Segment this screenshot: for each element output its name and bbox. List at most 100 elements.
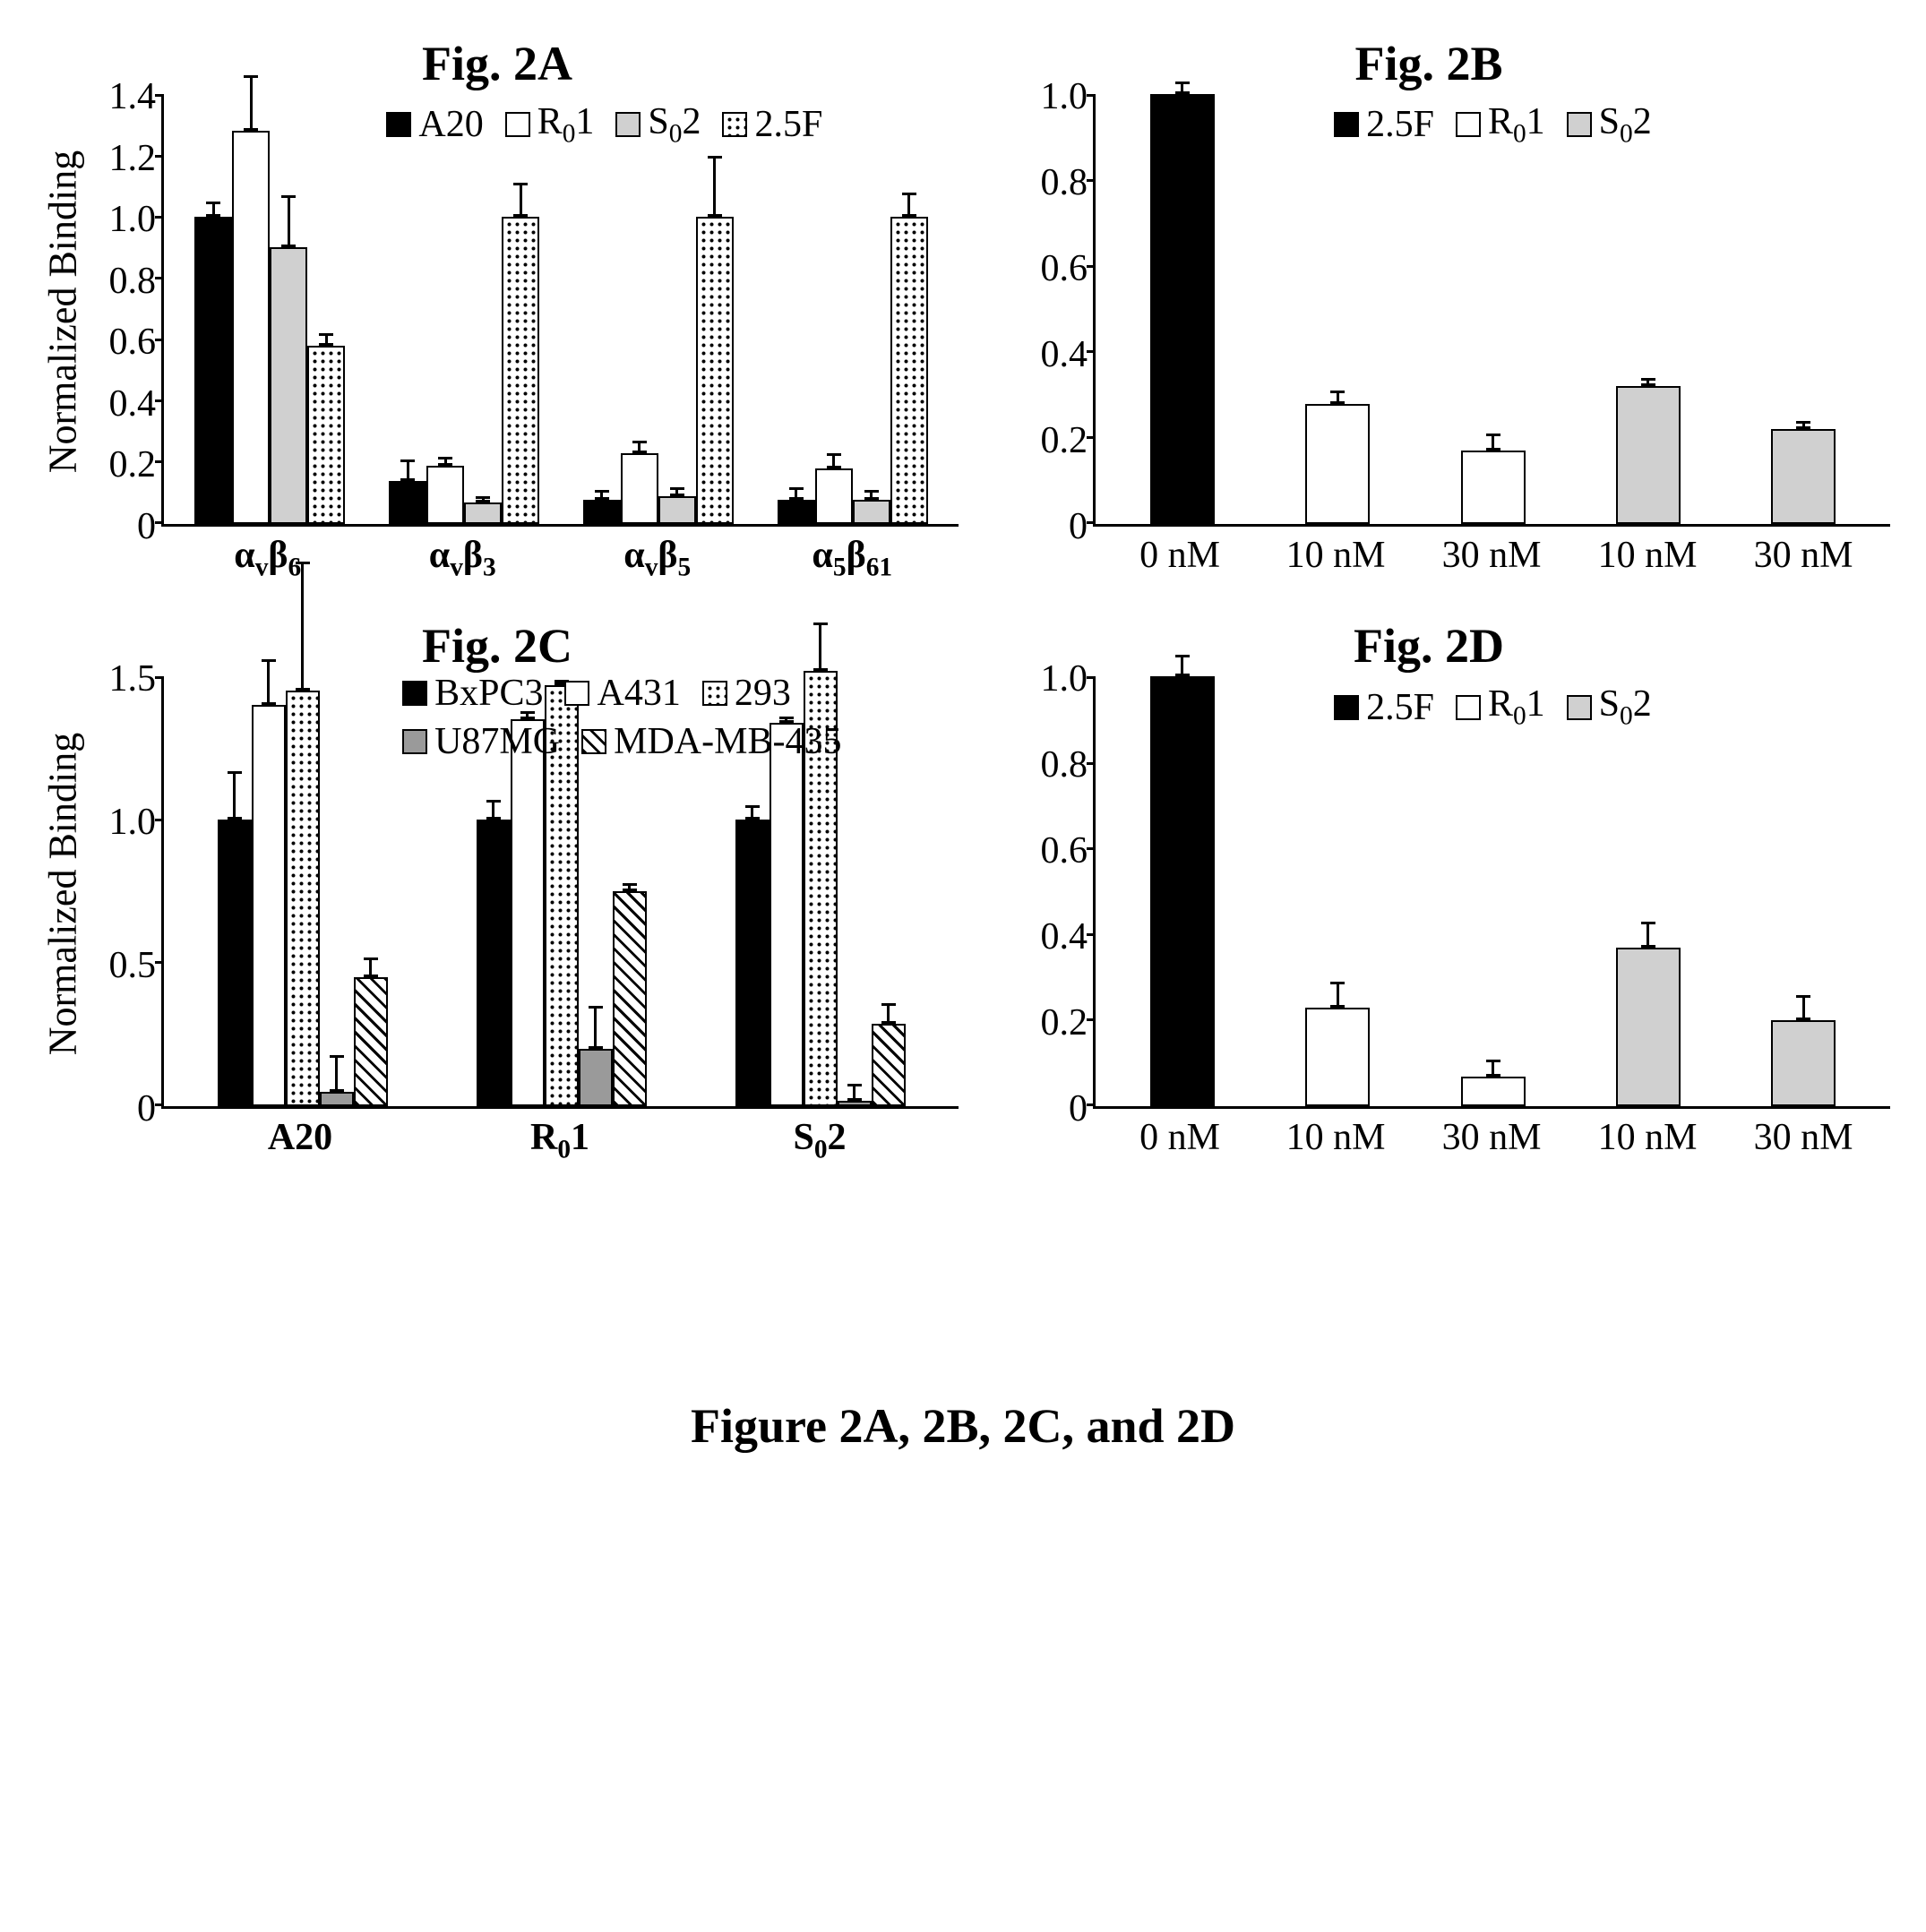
error-bar bbox=[492, 800, 494, 820]
bar bbox=[1461, 1060, 1526, 1107]
bar bbox=[872, 1003, 906, 1106]
error-bar bbox=[907, 193, 910, 217]
legend: BxPC3A431293U87MGMDA-MB-435 bbox=[402, 672, 942, 763]
x-tick-label: 10 nM bbox=[1258, 534, 1414, 577]
bar bbox=[1771, 421, 1836, 524]
y-tick-labels: 1.51.00.50 bbox=[90, 679, 161, 1109]
y-tick-labels: 1.41.21.00.80.60.40.20 bbox=[90, 97, 161, 527]
legend-swatch bbox=[702, 681, 727, 706]
error-bar bbox=[369, 957, 372, 977]
bar-group bbox=[562, 156, 756, 524]
chart-row: 1.00.80.60.40.202.5FR01S02 bbox=[967, 679, 1890, 1109]
bar-rect bbox=[838, 1101, 872, 1106]
error-bar bbox=[288, 195, 290, 247]
bar bbox=[696, 156, 734, 524]
bar-rect bbox=[502, 217, 539, 524]
bar bbox=[621, 441, 658, 524]
bar-rect bbox=[613, 891, 647, 1106]
bar-rect bbox=[1305, 1008, 1370, 1106]
x-tick-label: S02 bbox=[690, 1116, 950, 1164]
legend-label: U87MG bbox=[434, 720, 560, 763]
error-bar bbox=[594, 1006, 597, 1049]
bar-group bbox=[1415, 434, 1570, 524]
legend-swatch bbox=[402, 681, 427, 706]
bar bbox=[815, 453, 853, 524]
bar-rect bbox=[1616, 948, 1681, 1107]
bar-rect bbox=[696, 217, 734, 524]
bar-rect bbox=[270, 247, 307, 524]
bar-rect bbox=[621, 453, 658, 524]
bar-rect bbox=[354, 977, 388, 1106]
bar bbox=[502, 183, 539, 524]
x-tick-label: 0 nM bbox=[1102, 1116, 1258, 1159]
legend-swatch bbox=[1567, 695, 1592, 720]
error-bar bbox=[1802, 995, 1805, 1021]
bar bbox=[838, 1084, 872, 1107]
panel-2c: Fig. 2CNormalized Binding1.51.00.50BxPC3… bbox=[36, 618, 959, 1164]
bar-rect bbox=[778, 500, 815, 524]
error-bar bbox=[1337, 391, 1339, 403]
bar-group bbox=[173, 562, 432, 1106]
x-tick-label: 10 nM bbox=[1569, 1116, 1725, 1159]
x-axis-labels: A20R01S02 bbox=[161, 1109, 959, 1164]
error-bar bbox=[1647, 922, 1649, 948]
error-bar bbox=[1181, 655, 1183, 676]
bar bbox=[232, 75, 270, 524]
bar-rect bbox=[320, 1092, 354, 1106]
legend-item: A431 bbox=[564, 672, 680, 715]
bar bbox=[853, 490, 890, 524]
bar bbox=[1771, 995, 1836, 1107]
bar bbox=[354, 957, 388, 1106]
bar-rect bbox=[252, 705, 286, 1106]
error-bar bbox=[444, 457, 447, 466]
legend-item: S02 bbox=[615, 100, 701, 149]
x-tick-label: 10 nM bbox=[1258, 1116, 1414, 1159]
legend-item: R01 bbox=[505, 100, 595, 149]
legend-item: U87MG bbox=[402, 720, 560, 763]
plot-area: BxPC3A431293U87MGMDA-MB-435 bbox=[161, 679, 959, 1109]
plot-area: A20R01S022.5F bbox=[161, 97, 959, 527]
error-bar bbox=[638, 441, 641, 453]
legend-item: A20 bbox=[386, 100, 483, 149]
bar-rect bbox=[658, 496, 696, 524]
error-bar bbox=[1492, 1060, 1494, 1077]
legend-label: R01 bbox=[1488, 683, 1545, 731]
error-bar bbox=[713, 156, 716, 218]
bar-rect bbox=[735, 820, 770, 1106]
bar-group bbox=[1105, 82, 1260, 524]
legend-swatch bbox=[581, 729, 606, 754]
x-axis-labels: 0 nM10 nM30 nM10 nM30 nM bbox=[1093, 1109, 1890, 1159]
legend: A20R01S022.5F bbox=[386, 100, 822, 149]
error-bar bbox=[675, 487, 678, 496]
legend-swatch bbox=[1334, 112, 1359, 137]
bar bbox=[613, 883, 647, 1107]
legend-label: BxPC3 bbox=[434, 672, 543, 715]
legend-swatch bbox=[1567, 112, 1592, 137]
bar-rect bbox=[872, 1024, 906, 1107]
error-bar bbox=[600, 490, 603, 499]
error-bar bbox=[887, 1003, 890, 1023]
legend: 2.5FR01S02 bbox=[1334, 683, 1652, 731]
legend: 2.5F R01 S02 bbox=[1334, 100, 1652, 149]
error-bar bbox=[482, 496, 485, 502]
bar-group bbox=[1260, 982, 1414, 1106]
legend-label: S02 bbox=[1599, 683, 1652, 731]
error-bar bbox=[1492, 434, 1494, 451]
bar bbox=[1616, 922, 1681, 1106]
legend-item: R01 bbox=[1456, 100, 1545, 149]
bar-rect bbox=[1150, 676, 1215, 1106]
chart-row: Normalized Binding1.51.00.50BxPC3A431293… bbox=[36, 679, 959, 1109]
error-bar bbox=[335, 1055, 338, 1093]
bar-group bbox=[173, 75, 367, 524]
legend-item: S02 bbox=[1567, 100, 1652, 149]
bar-rect bbox=[426, 466, 464, 524]
error-bar bbox=[870, 490, 873, 499]
bar-rect bbox=[477, 820, 511, 1106]
bar-group bbox=[1105, 655, 1260, 1106]
bar bbox=[218, 771, 252, 1106]
bar-groups bbox=[1096, 97, 1890, 524]
error-bar bbox=[301, 562, 304, 691]
bar-group bbox=[1726, 421, 1881, 524]
legend-label: 2.5F bbox=[1366, 103, 1434, 146]
x-tick-label: 30 nM bbox=[1725, 1116, 1881, 1159]
